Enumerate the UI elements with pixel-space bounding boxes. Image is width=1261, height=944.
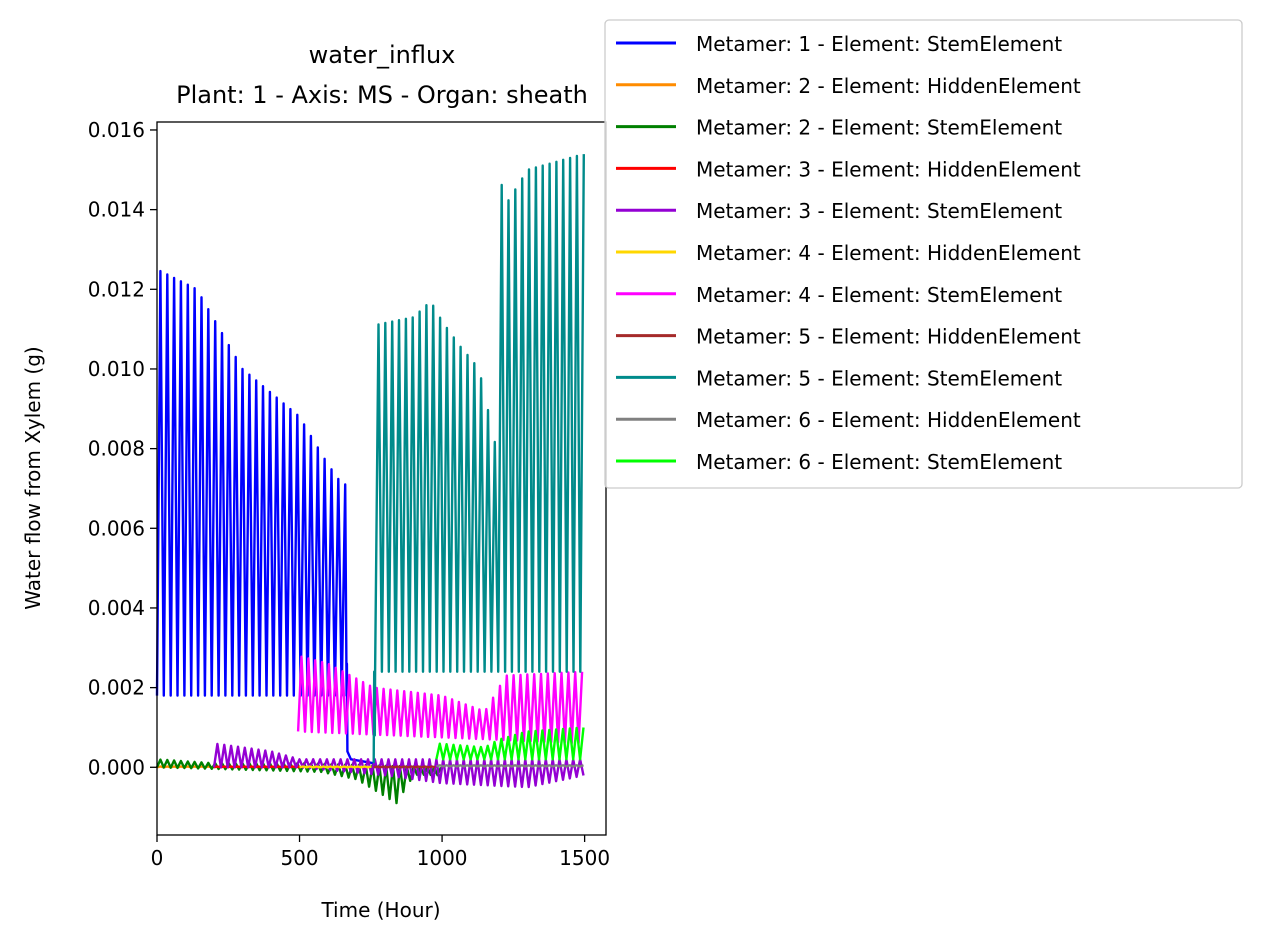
y-tick-label: 0.000 [88, 755, 145, 779]
series-line [373, 765, 436, 769]
series-layer [155, 154, 585, 805]
legend: Metamer: 1 - Element: StemElement Metamer… [604, 19, 1243, 489]
x-axis-label: Time (Hour) [320, 898, 440, 922]
y-axis-label: Water flow from Xylem (g) [21, 346, 45, 609]
legend-box [604, 19, 1243, 489]
x-axis: 0 500 1000 1500 [151, 835, 610, 870]
series-line [155, 269, 376, 768]
legend-label: Metamer: 6 - Element: StemElement [696, 450, 1062, 474]
legend-label: Metamer: 1 - Element: StemElement [696, 32, 1062, 56]
legend-label: Metamer: 5 - Element: HiddenElement [696, 325, 1081, 349]
series-line [296, 655, 584, 745]
x-tick-label: 1500 [559, 846, 610, 870]
series-line [212, 742, 585, 789]
y-tick-label: 0.002 [88, 676, 145, 700]
y-axis: 0.000 0.002 0.004 0.006 0.008 0.010 0.012 0.014… [88, 118, 157, 779]
legend-label: Metamer: 2 - Element: StemElement [696, 116, 1062, 140]
series-line [299, 765, 372, 769]
legend-label: Metamer: 3 - Element: HiddenElement [696, 157, 1081, 181]
x-tick-label: 1000 [417, 846, 468, 870]
y-tick-label: 0.016 [88, 118, 145, 142]
series-line [435, 726, 585, 761]
series-line [372, 154, 585, 764]
legend-label: Metamer: 4 - Element: HiddenElement [696, 241, 1081, 265]
y-tick-label: 0.008 [88, 437, 145, 461]
series-line [436, 764, 584, 768]
y-tick-label: 0.012 [88, 277, 145, 301]
y-tick-label: 0.014 [88, 198, 145, 222]
legend-label: Metamer: 2 - Element: HiddenElement [696, 74, 1081, 98]
legend-items: Metamer: 1 - Element: StemElement Metamer… [616, 32, 1081, 474]
legend-label: Metamer: 4 - Element: StemElement [696, 283, 1062, 307]
x-tick-label: 0 [151, 846, 164, 870]
legend-label: Metamer: 3 - Element: StemElement [696, 199, 1062, 223]
plot-area [155, 121, 607, 836]
y-tick-label: 0.010 [88, 357, 145, 381]
chart-title: water_influx [309, 41, 456, 69]
legend-label: Metamer: 6 - Element: HiddenElement [696, 408, 1081, 432]
x-tick-label: 500 [280, 846, 318, 870]
legend-label: Metamer: 5 - Element: StemElement [696, 366, 1062, 390]
chart-subtitle: Plant: 1 - Axis: MS - Organ: sheath [176, 81, 588, 109]
y-tick-label: 0.004 [88, 596, 145, 620]
y-tick-label: 0.006 [88, 516, 145, 540]
